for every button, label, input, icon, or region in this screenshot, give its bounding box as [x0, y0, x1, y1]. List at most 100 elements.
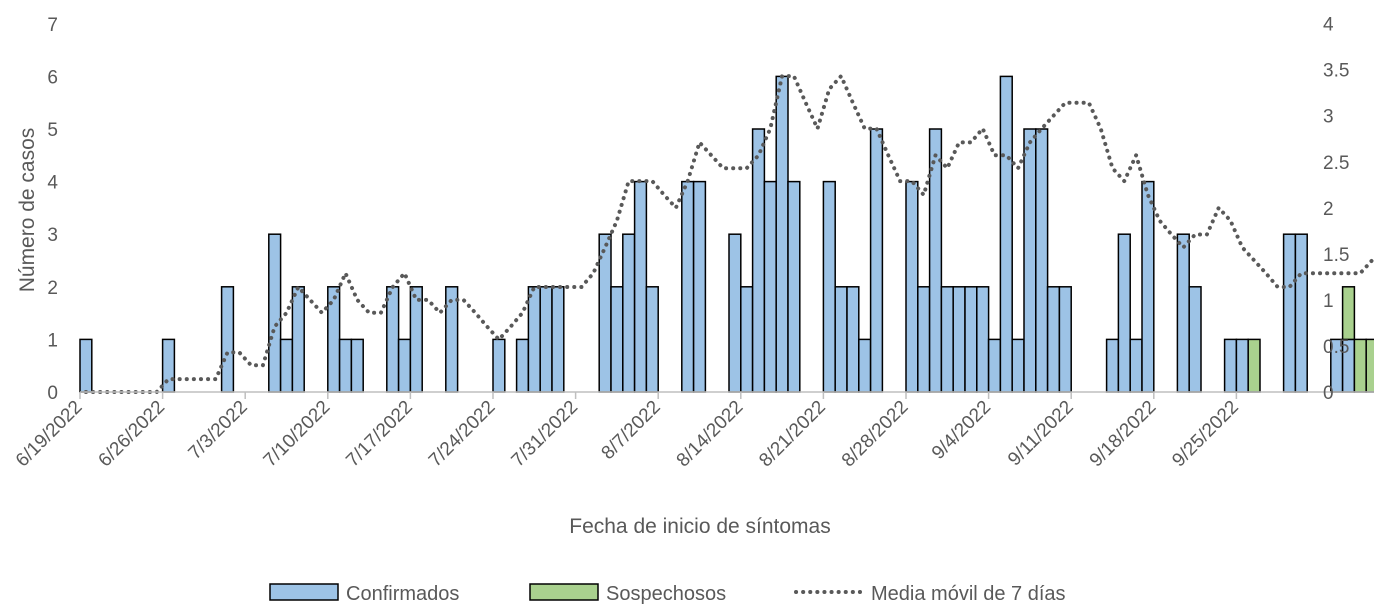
y2-tick-label: 2.5	[1323, 153, 1349, 174]
bar-confirmados	[740, 286, 754, 393]
bar-confirmados	[751, 128, 766, 393]
bar-confirmados	[397, 338, 412, 393]
legend-label-media-movil: Media móvil de 7 días	[871, 583, 1066, 605]
bar-confirmados	[692, 180, 707, 393]
bar-confirmados	[268, 233, 282, 393]
y-axis-title: Número de casos	[16, 128, 39, 293]
bar-confirmados	[940, 286, 954, 393]
bar-confirmados	[1046, 286, 1061, 393]
bar-confirmados	[1235, 338, 1249, 393]
bar-confirmados	[161, 338, 176, 393]
legend-label-confirmados: Confirmados	[346, 583, 459, 605]
x-tick-label: 6/26/2022	[95, 397, 170, 472]
bar-confirmados	[633, 180, 648, 393]
bar-confirmados	[79, 338, 93, 393]
bar-sospechosos	[1247, 338, 1261, 393]
bar-confirmados	[905, 180, 919, 393]
bar-confirmados	[1035, 128, 1049, 393]
y2-tick-label: 1.5	[1323, 245, 1349, 266]
y2-tick-label: 4	[1323, 15, 1334, 36]
bar-confirmados	[1294, 233, 1308, 393]
bar-confirmados	[952, 286, 966, 393]
bar-confirmados	[976, 286, 990, 393]
y-tick-label: 3	[47, 225, 58, 246]
x-tick-label: 7/17/2022	[342, 397, 417, 472]
bar-confirmados	[869, 128, 884, 393]
bar-confirmados	[622, 233, 636, 393]
bar-confirmados	[999, 75, 1013, 393]
bar-confirmados	[409, 286, 423, 393]
bar-confirmados	[917, 286, 931, 393]
bar-confirmados	[834, 286, 848, 393]
legend-swatch-sospechosos	[529, 583, 599, 601]
x-tick-label: 8/14/2022	[673, 397, 748, 472]
bar-confirmados	[728, 233, 742, 393]
bar-confirmados	[964, 286, 978, 393]
bar-confirmados	[1223, 338, 1238, 393]
y2-tick-label: 3.5	[1323, 61, 1349, 82]
x-tick-label: 6/19/2022	[12, 397, 87, 472]
bar-confirmados	[822, 180, 836, 393]
y-tick-label: 5	[47, 120, 58, 141]
y-tick-label: 4	[47, 173, 58, 194]
bar-sospechosos	[1341, 286, 1356, 341]
bar-confirmados	[527, 286, 541, 393]
x-tick-label: 9/25/2022	[1168, 397, 1243, 472]
bar-confirmados	[645, 286, 659, 393]
bar-confirmados	[515, 338, 530, 393]
legend-label-sospechosos: Sospechosos	[606, 583, 726, 605]
bar-confirmados	[1011, 338, 1025, 393]
x-tick-label: 9/11/2022	[1004, 397, 1078, 471]
y-tick-label: 1	[47, 330, 58, 351]
bar-confirmados	[681, 180, 695, 393]
x-tick-label: 9/4/2022	[928, 397, 995, 464]
bar-confirmados	[291, 286, 305, 393]
bar-confirmados	[846, 286, 860, 393]
bar-confirmados	[551, 286, 565, 393]
bar-confirmados	[1188, 286, 1202, 393]
bar-confirmados	[539, 286, 553, 393]
bar-confirmados	[1129, 338, 1143, 393]
series-line-media-movil	[83, 72, 1374, 394]
x-tick-label: 8/7/2022	[598, 397, 665, 464]
bar-confirmados	[279, 338, 294, 393]
x-tick-label: 7/24/2022	[425, 397, 500, 472]
y2-tick-label: 0	[1323, 383, 1334, 404]
bar-confirmados	[386, 286, 400, 393]
x-tick-label: 7/10/2022	[260, 397, 335, 472]
y2-tick-label: 3	[1323, 107, 1334, 128]
bar-confirmados	[775, 75, 789, 393]
bar-confirmados	[858, 338, 872, 393]
bar-confirmados	[1058, 286, 1072, 393]
bar-confirmados	[787, 180, 801, 393]
bar-confirmados	[610, 286, 624, 393]
y2-tick-label: 2	[1323, 199, 1334, 220]
bar-confirmados	[763, 180, 777, 393]
legend-swatch-confirmados	[269, 583, 339, 601]
x-tick-label: 8/21/2022	[755, 397, 830, 472]
bar-confirmados	[350, 338, 364, 393]
bar-confirmados	[987, 338, 1002, 393]
y-tick-label: 2	[47, 278, 58, 299]
bar-sospechosos	[1365, 338, 1374, 393]
bar-confirmados	[1141, 180, 1155, 393]
y-tick-label: 0	[47, 383, 58, 404]
x-tick-label: 7/31/2022	[508, 397, 583, 472]
x-tick-label: 8/28/2022	[838, 397, 913, 472]
x-tick-label: 9/18/2022	[1086, 397, 1161, 472]
x-tick-label: 7/3/2022	[185, 397, 252, 464]
bar-sospechosos	[1353, 338, 1367, 393]
bar-confirmados	[1105, 338, 1120, 393]
y-tick-label: 6	[47, 67, 58, 88]
y2-tick-label: 0.5	[1323, 337, 1349, 358]
y2-tick-label: 1	[1323, 291, 1334, 312]
y-tick-label: 7	[47, 15, 58, 36]
bar-confirmados	[1282, 233, 1297, 393]
x-axis-title: Fecha de inicio de síntomas	[569, 515, 830, 538]
bar-confirmados	[1176, 233, 1190, 393]
bar-confirmados	[220, 286, 235, 393]
bar-confirmados	[1117, 233, 1131, 393]
bar-confirmados	[338, 338, 353, 393]
bar-confirmados	[1023, 128, 1037, 393]
